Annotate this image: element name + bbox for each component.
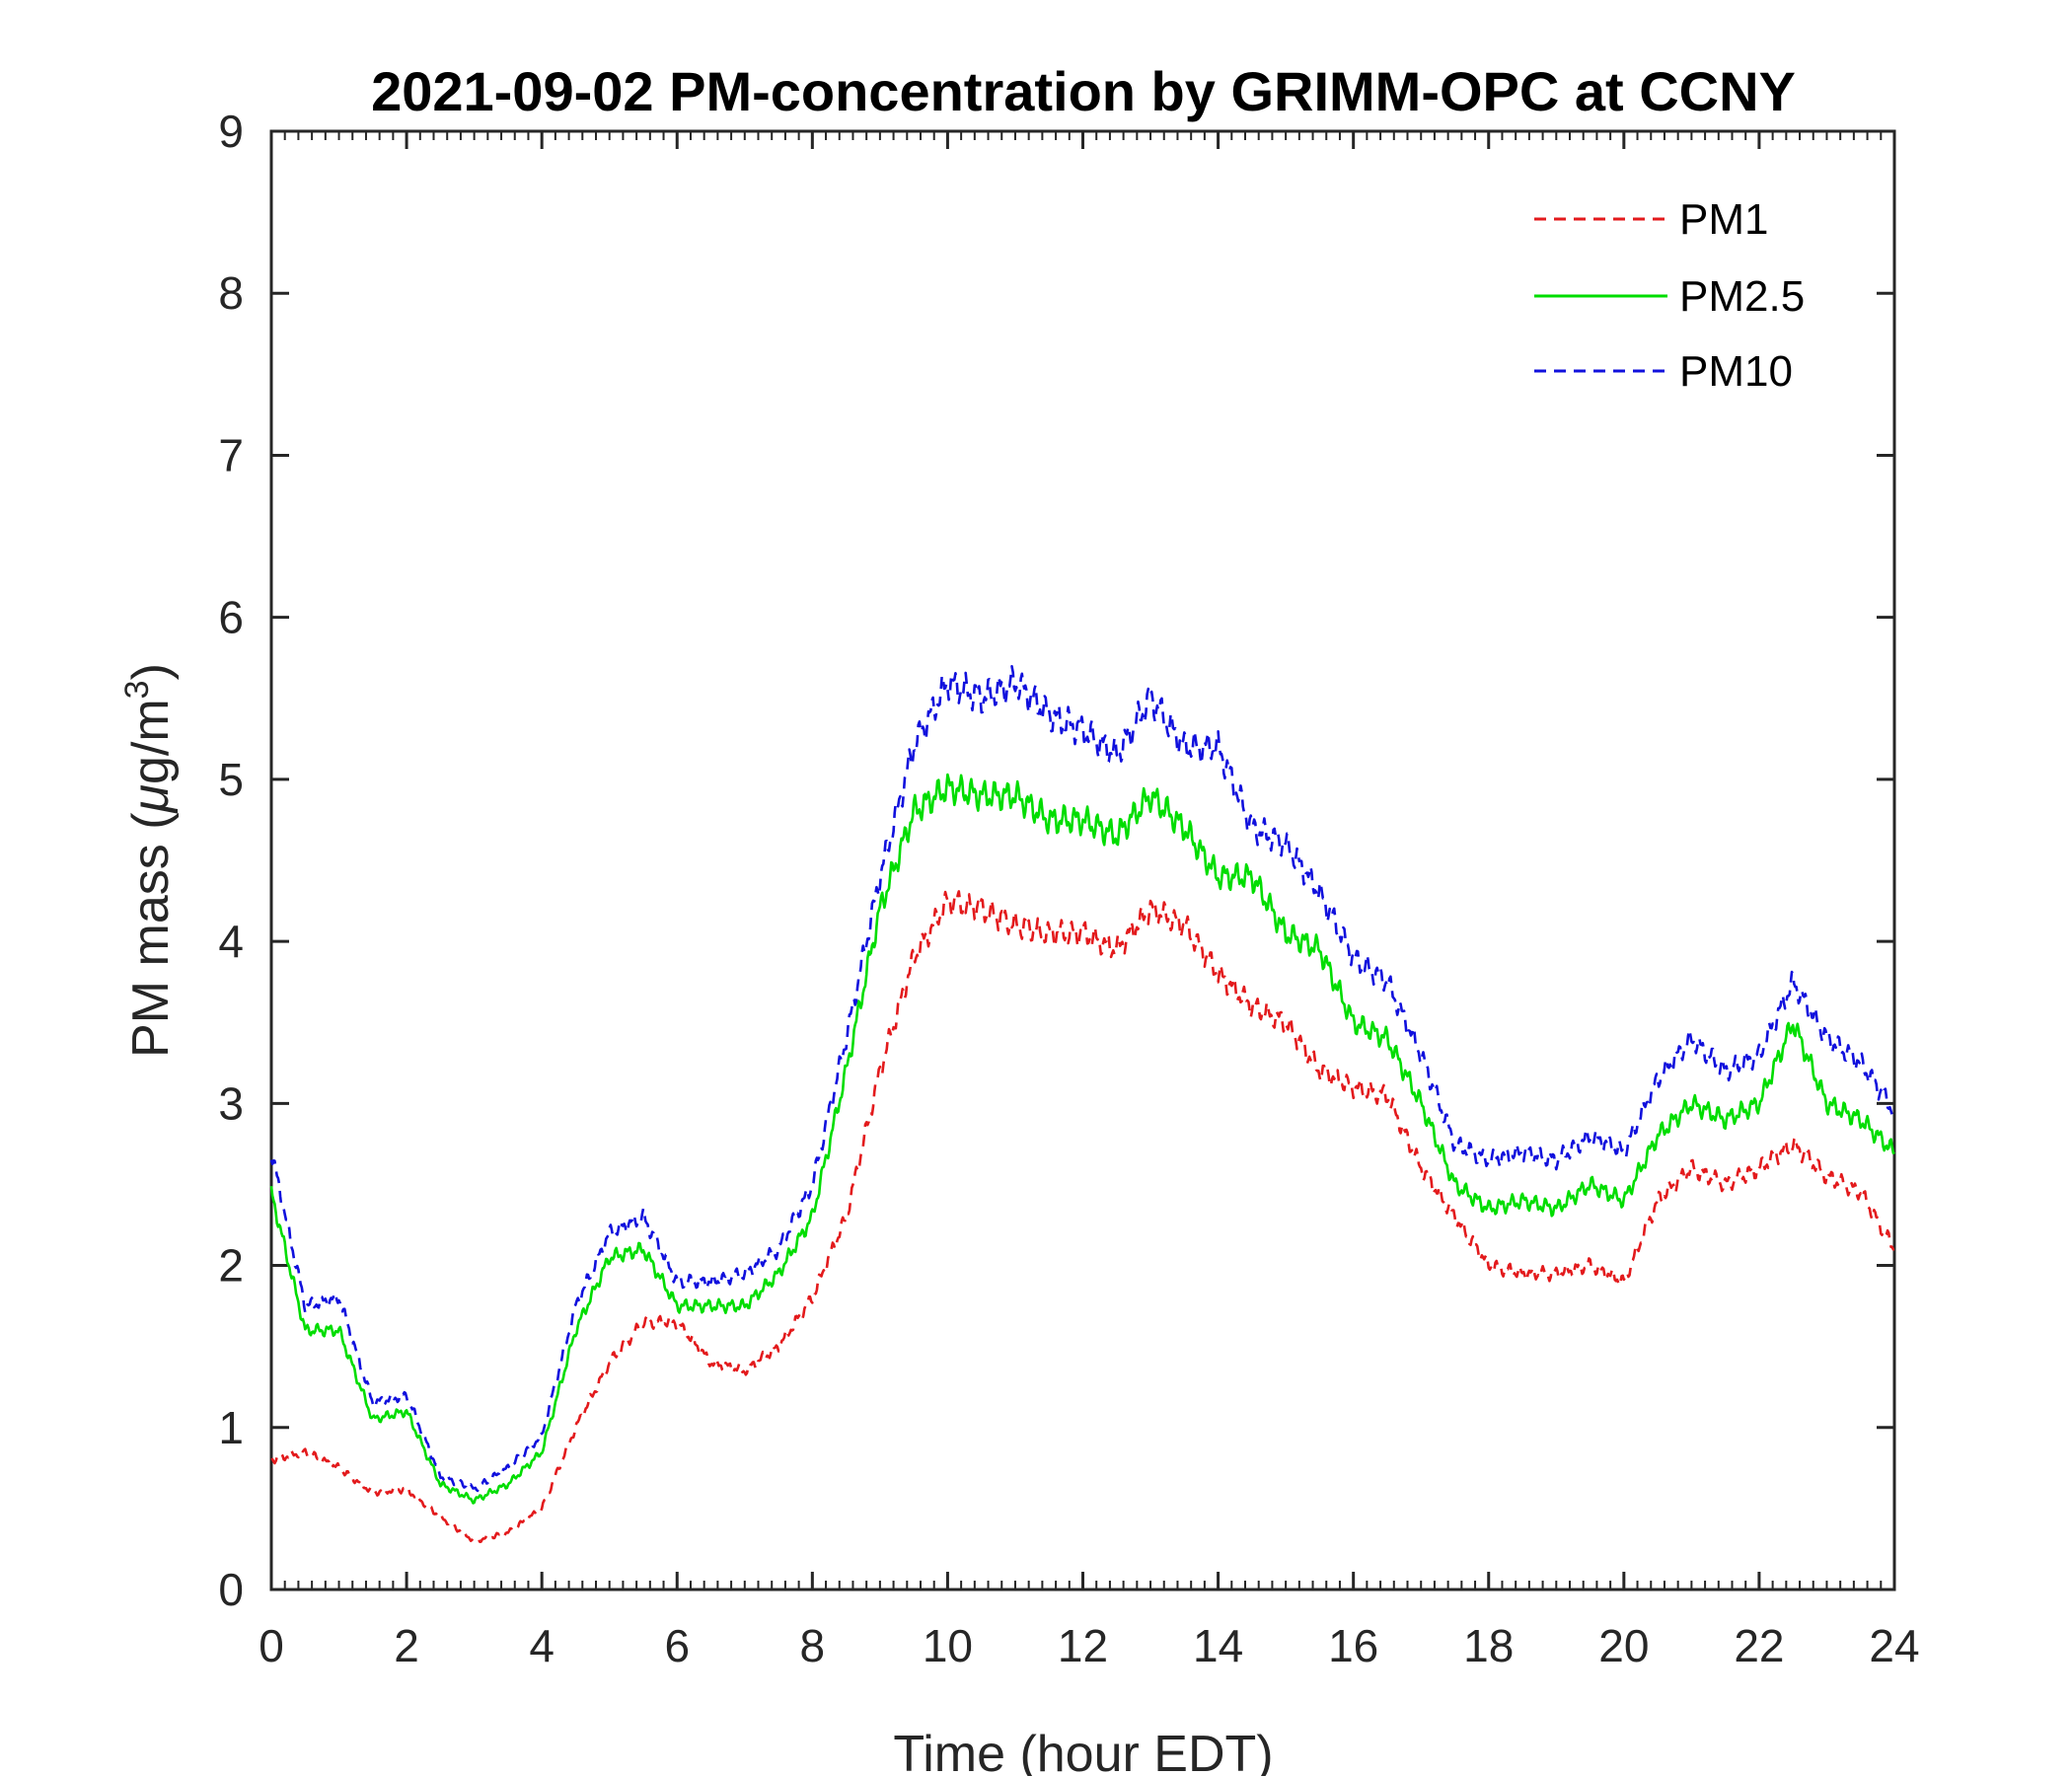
x-tick-label: 8 [800, 1620, 826, 1671]
y-tick-label: 4 [218, 916, 244, 967]
y-tick-label: 2 [218, 1240, 244, 1292]
x-tick-label: 12 [1058, 1620, 1108, 1671]
x-tick-label: 0 [259, 1620, 284, 1671]
x-axis-title: Time (hour EDT) [893, 1726, 1273, 1776]
y-axis-title-unit: g/m [122, 699, 180, 784]
y-tick-label: 5 [218, 754, 244, 805]
chart-title: 2021-09-02 PM-concentration by GRIMM-OPC… [371, 60, 1796, 122]
y-tick-label: 0 [218, 1564, 244, 1615]
x-tick-label: 2 [394, 1620, 419, 1671]
y-tick-label: 9 [218, 106, 244, 157]
y-axis-title-sup: 3 [118, 680, 156, 699]
series-line-PM25 [269, 773, 1895, 1505]
legend-label-pm25: PM2.5 [1679, 272, 1805, 321]
y-tick-label: 7 [218, 429, 244, 481]
series-line-PM1 [270, 890, 1895, 1543]
legend: PM1 PM2.5 PM10 [1534, 195, 1805, 396]
x-tick-label: 14 [1193, 1620, 1243, 1671]
y-tick-label: 6 [218, 592, 244, 643]
x-tick-label: 4 [529, 1620, 555, 1671]
series-line-PM10 [269, 665, 1896, 1493]
y-tick-label: 1 [218, 1402, 244, 1453]
x-tick-label: 18 [1463, 1620, 1514, 1671]
x-tick-label: 22 [1734, 1620, 1784, 1671]
y-axis-title-mu: μ [122, 784, 180, 815]
x-tick-label: 6 [664, 1620, 690, 1671]
legend-label-pm10: PM10 [1679, 347, 1793, 396]
y-axis-title-main: PM mass ( [122, 812, 180, 1058]
x-tick-label: 24 [1869, 1620, 1919, 1671]
legend-label-pm1: PM1 [1679, 195, 1768, 244]
x-tick-label: 20 [1598, 1620, 1649, 1671]
x-tick-label: 16 [1328, 1620, 1378, 1671]
y-axis-title-close: ) [122, 663, 180, 680]
y-tick-label: 3 [218, 1077, 244, 1129]
series-layer [269, 665, 1896, 1543]
x-tick-label: 10 [923, 1620, 973, 1671]
y-tick-label: 8 [218, 267, 244, 319]
y-axis-title: PM mass (μg/m3) [118, 663, 180, 1058]
